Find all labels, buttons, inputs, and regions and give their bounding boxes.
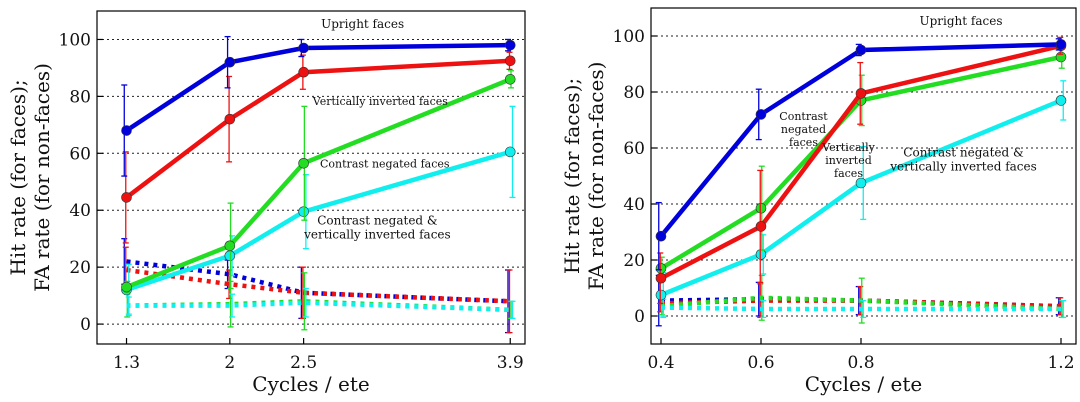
y-tick-label: 20 [623,251,645,271]
x-tick-label: 1.3 [113,353,140,373]
y-axis-label-line1: Hit rate (for faces); [6,79,30,275]
y-tick-label: 80 [623,83,645,103]
series-line [659,43,1062,281]
y-tick-label: 60 [69,144,91,164]
annotation-text: Contrast [779,110,828,123]
data-point [755,221,767,232]
data-point [655,272,667,284]
y-tick-label: 60 [623,139,645,159]
annotation-text: inverted [825,154,872,167]
y-tick-label: 100 [613,27,645,47]
annotation-text: vertically inverted faces [889,159,1037,173]
annotation-text: Upright faces [920,14,1003,28]
y-tick-label: 40 [623,195,645,215]
series-3 [121,105,516,317]
chart-right: 0 20 40 60 80 100 0.4 0.6 0.8 1.2 Cycles / ete Hit … [560,7,1077,396]
series-line [126,300,511,313]
x-axis-label: Cycles / ete [805,372,922,396]
series-line [125,77,512,290]
annotation-text: faces [834,167,863,180]
series-1 [121,51,516,244]
data-point [855,177,867,189]
series-line [126,267,511,304]
annotation-text: negated [781,123,826,136]
data-point [298,42,309,54]
annotation-text: Vertically inverted faces [312,95,448,108]
annotation-text: Contrast negated faces [320,158,450,171]
data-point [224,250,236,262]
data-point [855,88,867,99]
annotation-text: Vertically [821,141,875,154]
y-axis-label-line2: FA rate (for non-faces) [584,62,608,291]
y-tick-label: 0 [80,315,91,335]
plot-frame [96,10,526,345]
y-axis-label-line2: FA rate (for non-faces) [30,63,54,292]
series-line [125,42,511,133]
x-axis-label: Cycles / ete [252,372,369,396]
data-point [121,281,132,293]
series-line [659,42,1062,238]
data-point [655,230,667,242]
data-point [224,56,236,68]
x-tick-label: 3.9 [497,353,524,373]
data-point [1055,95,1067,106]
series-line [660,305,1061,312]
x-tick-label: 2 [224,353,235,373]
series-5 [122,246,513,334]
y-axis-label-line1: Hit rate (for faces); [560,78,584,274]
series-6 [658,274,1065,324]
series-7 [660,298,1067,319]
data-point [121,192,132,203]
data-point [224,240,236,252]
data-point [504,39,516,51]
data-point [755,202,767,214]
series-7 [125,287,516,320]
y-tick-label: 100 [59,30,91,50]
annotation-text: vertically inverted faces [303,227,451,241]
data-point [298,66,309,78]
data-point [504,55,516,67]
data-point [298,206,309,217]
annotation-text: Upright faces [321,17,404,31]
data-point [1055,39,1067,50]
data-point [224,113,236,125]
series-4 [121,238,511,334]
x-tick-label: 0.8 [847,353,874,373]
x-tick-label: 1.2 [1047,353,1074,373]
x-tick-label: 2.5 [290,353,317,373]
x-tick-label: 0.6 [747,353,774,373]
annotation-text: Contrast negated & [903,145,1024,159]
annotation-text: faces [789,136,818,149]
y-tick-label: 20 [69,258,91,278]
data-point [655,289,667,301]
data-point [655,263,667,274]
y-tick-label: 0 [634,307,645,327]
y-tick-label: 40 [69,201,91,221]
data-point [504,74,516,85]
data-point [755,249,767,260]
data-point [1055,51,1067,63]
data-point [298,157,309,169]
series-0 [655,38,1067,271]
series-line [659,54,1062,271]
plot-frame [650,7,1077,345]
data-point [855,44,867,56]
x-tick-label: 0.4 [647,353,674,373]
chart-left: 0 20 40 60 80 100 1.3 2 2.5 3.9 Cycles / ete Hit ra… [6,10,526,396]
series-line [660,98,1062,298]
series-line [125,149,511,293]
data-point [755,109,767,120]
series-0 [121,35,516,177]
y-tick-label: 80 [69,87,91,107]
series-line [660,295,1062,312]
annotation-text: Contrast negated & [317,213,438,227]
data-point [121,125,132,136]
series-line [125,58,511,200]
series-2 [121,70,516,294]
data-point [504,146,516,158]
